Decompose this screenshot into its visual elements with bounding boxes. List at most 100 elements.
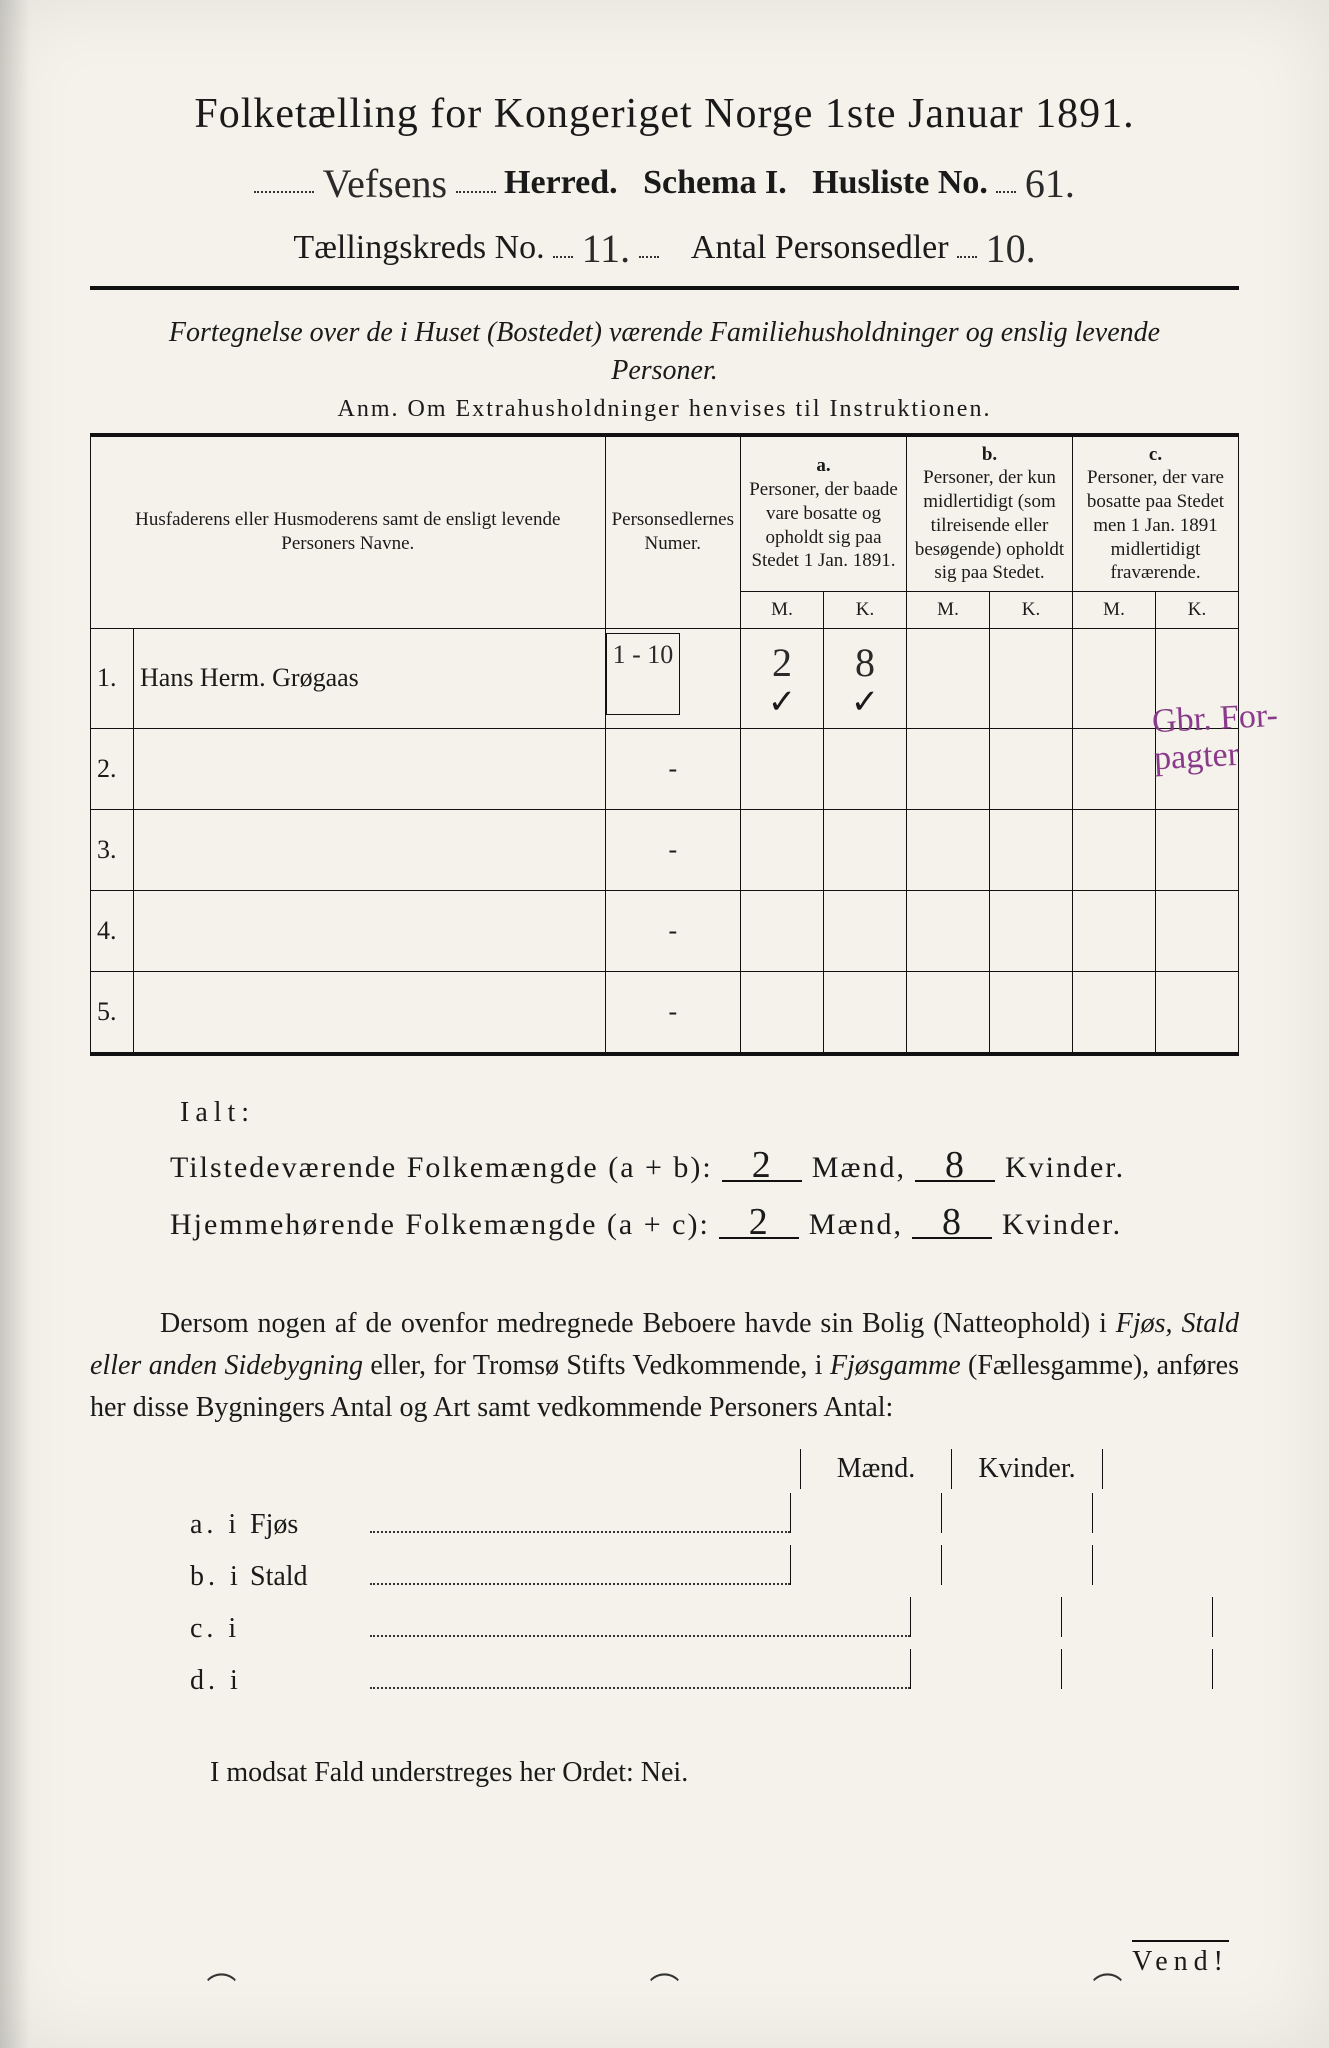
row-number: 3. [91, 809, 134, 890]
row-numer: - [605, 971, 740, 1054]
subtable-row: a. i Fjøs [190, 1493, 1239, 1541]
col-b-label: b. [982, 444, 997, 465]
row-number: 2. [91, 728, 134, 809]
cell-b-m [907, 971, 990, 1054]
subtable-row: d. i [190, 1649, 1239, 1697]
row-name [134, 728, 606, 809]
cell-c-m [1073, 809, 1156, 890]
instructions-paragraph: Dersom nogen af de ovenfor medregnede Be… [90, 1303, 1239, 1429]
row-numer: 1 - 10 [606, 633, 681, 715]
cell-b-m [907, 809, 990, 890]
cell-b-m [907, 728, 990, 809]
totals-k-value: 8 [915, 1150, 995, 1182]
row-numer: - [605, 890, 740, 971]
cell-c-k [1156, 890, 1239, 971]
totals-block: Ialt: Tilstedeværende Folkemængde (a + b… [90, 1086, 1239, 1253]
totals-k-value: 8 [912, 1207, 992, 1239]
col-c-m: M. [1073, 592, 1156, 629]
subtable-lbl: a. i [190, 1509, 250, 1541]
subtable-lbl: b. i [190, 1561, 250, 1593]
para-text: eller, for Tromsø Stifts Vedkommende, i [363, 1350, 830, 1381]
dot-leader [370, 1563, 790, 1585]
row-name [134, 809, 606, 890]
cell-a-k [824, 728, 907, 809]
annotation-line: pagter [1153, 736, 1240, 777]
subtable-cell-k [1062, 1649, 1213, 1689]
cell-c-m [1073, 728, 1156, 809]
binding-mark-icon: ⌒ [207, 1964, 237, 2008]
dot-leader [553, 229, 573, 258]
subtable-head-k: Kvinder. [952, 1449, 1103, 1489]
margin-annotation: Gbr. For- pagter [1151, 697, 1281, 778]
totals-line-1: Tilstedeværende Folkemængde (a + b): 2 M… [170, 1139, 1239, 1196]
col-header-a: a. Personer, der baade vare bosatte og o… [741, 435, 907, 592]
cell-b-k [990, 628, 1073, 728]
cell-b-m [907, 628, 990, 728]
schema-label: Schema I. [643, 164, 787, 201]
col-a-label: a. [816, 455, 830, 476]
dot-leader [957, 229, 977, 258]
table-row: 2. - [91, 728, 1239, 809]
dot-leader [370, 1511, 790, 1533]
cell-b-k [990, 890, 1073, 971]
cell-value: 8 [855, 639, 875, 686]
binding-mark-icon: ⌒ [650, 1964, 680, 2008]
cell-a-m [741, 809, 824, 890]
col-a-m: M. [741, 592, 824, 629]
subtable-cell-m [790, 1493, 942, 1533]
cell-c-m [1073, 971, 1156, 1054]
row-number: 4. [91, 890, 134, 971]
cell-a-m: 2 ✓ [741, 628, 824, 728]
cell-tick: ✓ [768, 684, 797, 721]
census-form-page: Folketælling for Kongeriget Norge 1ste J… [0, 0, 1329, 2048]
table-row: 5. - [91, 971, 1239, 1054]
annotation-line: Gbr. For- [1151, 697, 1279, 741]
dot-leader [370, 1667, 910, 1689]
cell-c-k [1156, 971, 1239, 1054]
row-number: 5. [91, 971, 134, 1054]
ialt-label: Ialt: [180, 1086, 1239, 1139]
subtable-cell-m [910, 1597, 1062, 1637]
row-name [134, 890, 606, 971]
dot-leader [996, 164, 1016, 193]
form-note: Anm. Om Extrahusholdninger henvises til … [90, 396, 1239, 423]
subtable-header: Mænd. Kvinder. [800, 1449, 1239, 1489]
row-name: Hans Herm. Grøgaas [134, 628, 606, 728]
row-number: 1. [91, 628, 134, 728]
col-b-text: Personer, der kun midlertidigt (som tilr… [915, 467, 1064, 583]
cell-a-m [741, 971, 824, 1054]
kreds-value: 11. [582, 225, 631, 272]
totals-label: Hjemmehørende Folkemængde (a + c): [170, 1208, 710, 1241]
divider [90, 286, 1239, 290]
herred-label: Herred. [504, 164, 618, 201]
col-header-b: b. Personer, der kun midlertidigt (som t… [907, 435, 1073, 592]
cell-tick: ✓ [851, 684, 880, 721]
subtable-cell-m [790, 1545, 942, 1585]
subtable-cell-m [910, 1649, 1062, 1689]
cell-a-m [741, 890, 824, 971]
cell-a-k [824, 890, 907, 971]
table-header-row: Husfaderens eller Husmoderens samt de en… [91, 435, 1239, 592]
dot-leader [254, 164, 314, 193]
subtable-lbl: c. i [190, 1613, 250, 1645]
household-table: Husfaderens eller Husmoderens samt de en… [90, 433, 1239, 1056]
form-subtitle: Fortegnelse over de i Huset (Bostedet) v… [130, 314, 1199, 390]
cell-b-k [990, 809, 1073, 890]
col-header-c: c. Personer, der vare bosatte paa Stedet… [1073, 435, 1239, 592]
cell-b-k [990, 971, 1073, 1054]
subtable-row: b. i Stald [190, 1545, 1239, 1593]
row-numer: - [605, 728, 740, 809]
header-line-2: Tællingskreds No. 11. Antal Personsedler… [90, 221, 1239, 268]
cell-a-m [741, 728, 824, 809]
cell-c-m [1073, 628, 1156, 728]
col-c-label: c. [1149, 444, 1162, 465]
totals-line-2: Hjemmehørende Folkemængde (a + c): 2 Mæn… [170, 1196, 1239, 1253]
col-a-text: Personer, der baade vare bosatte og opho… [749, 479, 898, 571]
col-header-name-text: Husfaderens eller Husmoderens samt de en… [135, 509, 560, 554]
col-header-numer: Personsedlernes Numer. [605, 435, 740, 629]
table-row: 4. - [91, 890, 1239, 971]
binding-mark-icon: ⌒ [1093, 1964, 1123, 2008]
row-name [134, 971, 606, 1054]
col-b-m: M. [907, 592, 990, 629]
cell-c-m [1073, 890, 1156, 971]
